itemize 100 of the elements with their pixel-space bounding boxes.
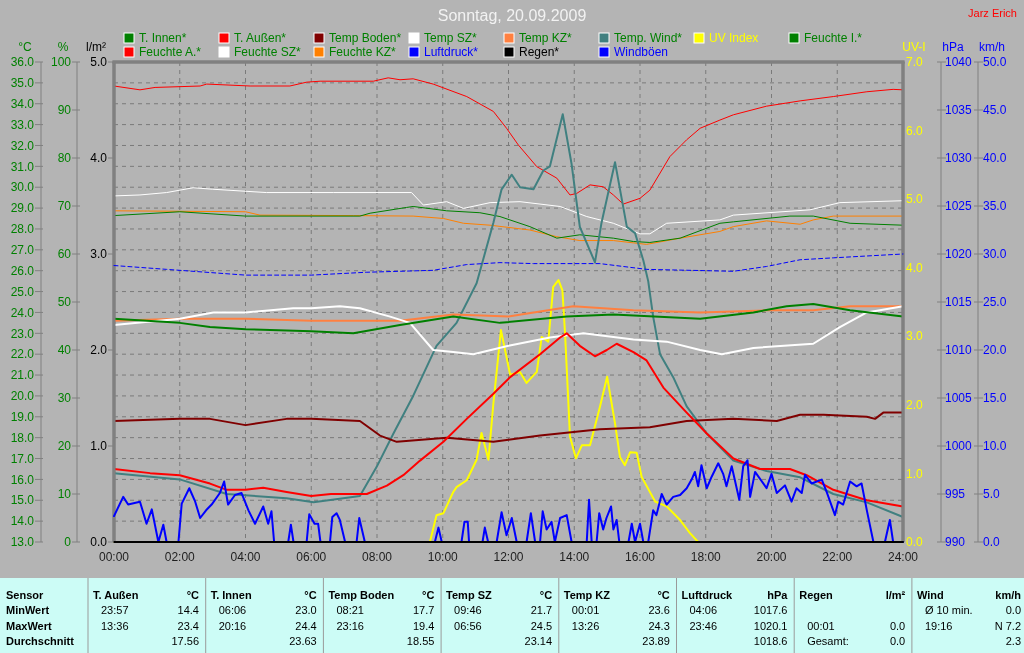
y2-tick-label: 0 [64,535,72,550]
y3-tick-label: 0.0 [906,535,924,550]
y3-tick-label: 35.0 [983,199,1007,214]
y-tick-label: 33.0 [10,117,35,132]
y-tick-label: 4.0 [90,151,108,166]
text: °C [539,589,553,601]
text: 2.3 [1005,635,1021,647]
text: 13:26 [571,620,600,632]
text: °C [186,589,200,601]
y2-tick-label: 100 [50,55,72,70]
y2-tick-label: 70 [57,199,72,214]
text: Jarz Erich [968,7,1017,19]
y2-tick-label: 990 [945,535,966,550]
legend-label: Feuchte I.* [804,31,863,46]
text: 19:16 [924,620,953,632]
x-tick-label: 06:00 [296,550,327,564]
text: °C [657,589,670,601]
y2-axis-title: % [57,40,69,54]
text: 06:56 [454,620,482,632]
y3-tick-label: 4.0 [906,260,924,275]
x-tick-label: 14:00 [559,550,590,564]
y2-tick-label: 40 [57,343,72,358]
text: 14.4 [177,604,199,616]
y2-tick-label: 1000 [945,439,973,454]
text: Gesamt: [807,635,849,647]
y2-tick-label: 1040 [945,55,973,70]
text: 21.7 [530,604,553,616]
text: 23.0 [295,604,317,616]
y3-tick-label: 3.0 [906,329,924,344]
y-tick-label: 5.0 [90,55,108,70]
legend-label: UV Index [709,31,759,46]
y3-tick-label: 40.0 [983,151,1007,166]
y2-tick-label: 30 [57,391,72,406]
text: 1020.1 [753,620,788,632]
text: 17.7 [412,604,435,616]
legend-label: Regen* [519,45,560,60]
y-tick-label: 22.0 [10,347,35,362]
y2-tick-label: 1035 [945,103,973,118]
text: 1018.6 [753,635,788,647]
x-tick-label: 18:00 [690,550,722,564]
y2-tick-label: 50 [57,295,72,310]
text: 19.4 [412,620,435,632]
y-tick-label: 17.0 [10,451,35,466]
text: 23.63 [289,635,317,647]
line-series [113,411,904,443]
x-tick-label: 04:00 [230,550,261,564]
y2-tick-label: 90 [57,103,72,118]
text: 20:16 [218,620,247,632]
y-tick-label: 26.0 [10,263,35,278]
text: 18.55 [406,635,435,647]
text: 24.4 [295,620,317,632]
text: °C [304,589,317,601]
y-tick-label: 15.0 [10,493,35,508]
y3-tick-label: 2.0 [906,398,924,413]
y-tick-label: 21.0 [10,368,35,383]
text: Luftdruck [681,589,734,601]
y3-tick-label: 50.0 [983,55,1007,70]
y3-tick-label: 10.0 [983,439,1007,454]
y3-tick-label: 6.0 [906,123,924,138]
text: 0.0 [889,635,906,647]
legend-label: T. Außen* [234,31,287,46]
y-tick-label: 31.0 [10,159,35,174]
y-tick-label: 27.0 [10,243,35,258]
text: 23:16 [336,620,364,632]
text: 13:36 [101,620,129,632]
y-tick-label: 29.0 [10,201,35,216]
text: km/h [995,589,1022,601]
y3-tick-label: 5.0 [983,487,1001,502]
y-tick-label: 0.0 [90,535,108,550]
y-tick-label: 32.0 [10,138,35,153]
y3-tick-label: 20.0 [983,343,1007,358]
line-series [113,77,904,205]
y-tick-label: 18.0 [10,430,35,445]
text: Ø 10 min. [924,604,973,616]
y2-tick-label: 80 [57,151,72,166]
x-tick-label: 10:00 [427,550,459,564]
y-tick-label: 23.0 [10,326,35,341]
y-tick-label: 34.0 [10,96,35,111]
text: 09:46 [454,604,482,616]
text: T. Innen [210,589,252,601]
legend-label: Feuchte SZ* [234,45,302,60]
text: 23.14 [524,635,553,647]
text: 00:01 [571,604,600,616]
text: °C [422,589,435,601]
line-series [113,113,904,518]
legend-label: Windböen [614,45,669,60]
text: MaxWert [6,620,52,632]
text: N 7.2 [994,620,1021,632]
legend-label: Temp KZ* [519,31,573,46]
text: Regen [799,589,834,601]
y3-tick-label: 5.0 [906,192,924,207]
text: MinWert [6,604,50,616]
text: hPa [767,589,789,601]
y3-tick-label: 25.0 [983,295,1007,310]
text: Temp Boden [328,589,395,601]
y-tick-label: 28.0 [10,222,35,237]
y3-tick-label: 30.0 [983,247,1007,262]
y-tick-label: 25.0 [10,284,35,299]
y-axis-title: °C [18,40,33,54]
legend-label: Temp SZ* [424,31,478,46]
